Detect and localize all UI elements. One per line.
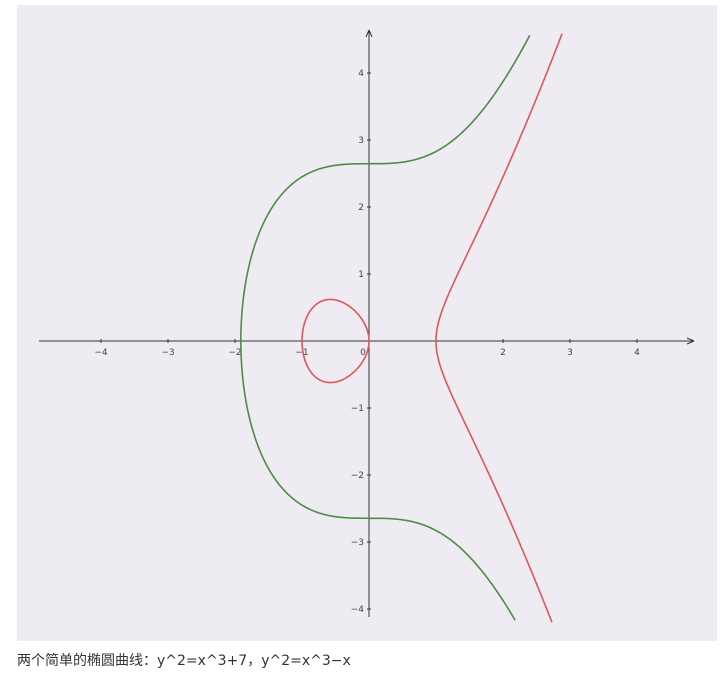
curve-red-branch (435, 33, 563, 623)
y-tick-label: 2 (358, 203, 364, 213)
x-tick-label: −1 (295, 348, 308, 358)
axes (39, 29, 695, 617)
curves (240, 33, 563, 623)
curve-red-oval (301, 298, 370, 384)
x-tick-label: −4 (94, 348, 108, 358)
x-tick-label: 3 (567, 348, 573, 358)
y-tick-label: −2 (351, 471, 364, 481)
x-tick-label: 0 (360, 348, 366, 358)
x-tick-label: 2 (500, 348, 506, 358)
x-tick-label: 4 (634, 348, 640, 358)
chart-svg: −4 −3 −2 −1 0 2 3 4 −4 −3 −2 −1 1 2 3 4 (17, 5, 717, 641)
x-axis-arrow (686, 337, 695, 345)
y-tick-label: −4 (351, 605, 365, 615)
x-tick-label: −2 (228, 348, 241, 358)
y-axis-arrow (365, 29, 373, 38)
y-tick-label: 3 (358, 136, 364, 146)
y-tick-label: −1 (351, 404, 364, 414)
y-tick-label: 1 (358, 270, 364, 280)
y-tick-label: −3 (351, 538, 364, 548)
plot-background (17, 5, 717, 641)
figure-caption: 两个简单的椭圆曲线：y^2=x^3+7，y^2=x^3−x (17, 653, 351, 669)
elliptic-curves-figure: −4 −3 −2 −1 0 2 3 4 −4 −3 −2 −1 1 2 3 4 (17, 5, 717, 641)
x-tick-label: −3 (161, 348, 174, 358)
curve-green-branch (240, 34, 531, 621)
y-tick-label: 4 (358, 69, 364, 79)
